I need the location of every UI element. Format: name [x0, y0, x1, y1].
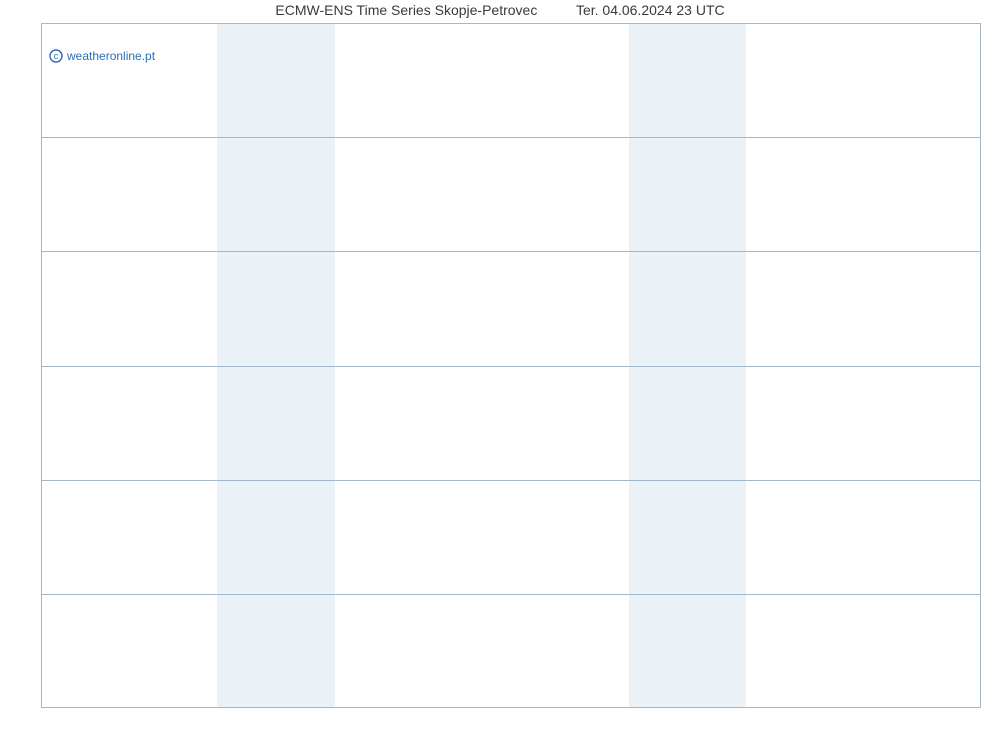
y-gridline [41, 23, 981, 24]
svg-text:c: c [54, 51, 59, 61]
chart-title: ECMW-ENS Time Series Skopje-Petrovec Ter… [275, 2, 724, 18]
y-gridline [41, 137, 981, 138]
watermark-text: weatheronline.pt [67, 49, 155, 63]
watermark: c weatheronline.pt [49, 49, 155, 63]
y-gridline [41, 480, 981, 481]
plot-area: -30-20-100102030 c weatheronline.pt 06.0… [41, 23, 981, 708]
chart-canvas: ECMW-ENS Time Series Skopje-Petrovec Ter… [0, 0, 1000, 733]
y-gridline [41, 251, 981, 252]
y-gridline [41, 366, 981, 367]
copyright-icon: c [49, 49, 63, 63]
y-gridline [41, 594, 981, 595]
